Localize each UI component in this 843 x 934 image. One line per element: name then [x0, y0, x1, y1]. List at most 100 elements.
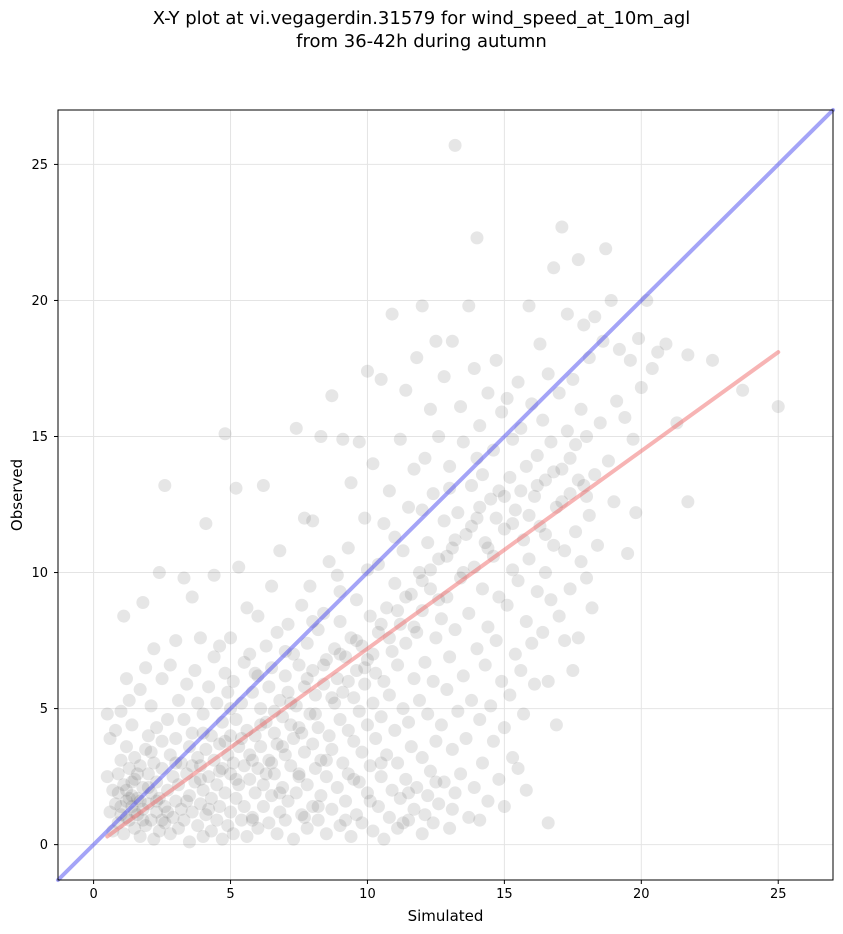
scatter-point [478, 658, 492, 672]
scatter-point [508, 647, 522, 661]
scatter-point [311, 813, 325, 827]
plot-frame [57, 109, 834, 881]
scatter-point [273, 805, 287, 819]
y-axis-label: Observed [8, 459, 26, 531]
scatter-point [352, 704, 366, 718]
scatter-point [410, 780, 424, 794]
scatter-point [109, 797, 123, 811]
scatter-point [462, 606, 476, 620]
scatter-point [319, 770, 333, 784]
scatter-point [506, 432, 520, 446]
scatter-point [141, 729, 155, 743]
scatter-point [399, 383, 413, 397]
scatter-point [287, 732, 301, 746]
scatter-point [497, 800, 511, 814]
scatter-point [448, 623, 462, 637]
scatter-point [629, 506, 643, 520]
scatter-point [133, 683, 147, 697]
scatter-point [473, 813, 487, 827]
scatter-point [243, 748, 257, 762]
scatter-point [248, 666, 262, 680]
scatter-point [369, 732, 383, 746]
scatter-point [538, 473, 552, 487]
scatter-point [245, 753, 259, 767]
scatter-point [443, 459, 457, 473]
scatter-point [369, 666, 383, 680]
scatter-point [519, 615, 533, 629]
scatter-point [360, 786, 374, 800]
scatter-point [481, 620, 495, 634]
chart-subtitle: from 36-42h during autumn [296, 31, 547, 52]
scatter-point [363, 609, 377, 623]
scatter-point [456, 669, 470, 683]
scatter-point [218, 734, 232, 748]
scatter-point [503, 470, 517, 484]
scatter-point [538, 566, 552, 580]
scatter-point [404, 740, 418, 754]
scatter-point [549, 718, 563, 732]
scatter-point [150, 721, 164, 735]
scatter-point [185, 590, 199, 604]
scatter-point [117, 827, 131, 841]
scatter-point [278, 748, 292, 762]
scatter-point [169, 634, 183, 648]
scatter-point [415, 574, 429, 588]
scatter-point [174, 802, 188, 816]
scatter-point [574, 402, 588, 416]
scatter-point [429, 775, 443, 789]
scatter-point [355, 745, 369, 759]
scatter-point [497, 489, 511, 503]
scatter-point [465, 693, 479, 707]
scatter-point [339, 794, 353, 808]
scatter-point [558, 634, 572, 648]
scatter-point [284, 718, 298, 732]
scatter-point [574, 555, 588, 569]
scatter-point [473, 500, 487, 514]
scatter-point [514, 663, 528, 677]
scatter-point [475, 582, 489, 596]
scatter-point [207, 650, 221, 664]
scatter-point [399, 636, 413, 650]
scatter-point [385, 644, 399, 658]
scatter-point [292, 767, 306, 781]
scatter-point [601, 454, 615, 468]
scatter-point [607, 495, 621, 509]
scatter-point [473, 712, 487, 726]
scatter-point [506, 751, 520, 765]
scatter-point [511, 574, 525, 588]
scatter-point [426, 816, 440, 830]
scatter-point [437, 370, 451, 384]
scatter-point [396, 702, 410, 716]
scatter-point [191, 696, 205, 710]
scatter-point [100, 770, 114, 784]
scatter-point [188, 663, 202, 677]
scatter-point [358, 661, 372, 675]
scatter-point [265, 756, 279, 770]
scatter-point [311, 800, 325, 814]
scatter-point [303, 579, 317, 593]
scatter-point [533, 337, 547, 351]
scatter-point [495, 674, 509, 688]
scatter-point [582, 508, 596, 522]
scatter-point [470, 231, 484, 245]
scatter-point [284, 759, 298, 773]
scatter-point [196, 707, 210, 721]
scatter-point [169, 732, 183, 746]
scatter-point [267, 726, 281, 740]
scatter-point [210, 696, 224, 710]
scatter-point [459, 527, 473, 541]
scatter-point [547, 465, 561, 479]
scatter-point [522, 552, 536, 566]
scatter-point [155, 813, 169, 827]
scatter-point [306, 737, 320, 751]
scatter-point [377, 674, 391, 688]
scatter-point [259, 639, 273, 653]
scatter-point [366, 824, 380, 838]
scatter-point [344, 631, 358, 645]
scatter-point [443, 821, 457, 835]
scatter-point [180, 794, 194, 808]
scatter-point [544, 435, 558, 449]
scatter-point [402, 786, 416, 800]
scatter-point [339, 813, 353, 827]
scatter-point [325, 802, 339, 816]
